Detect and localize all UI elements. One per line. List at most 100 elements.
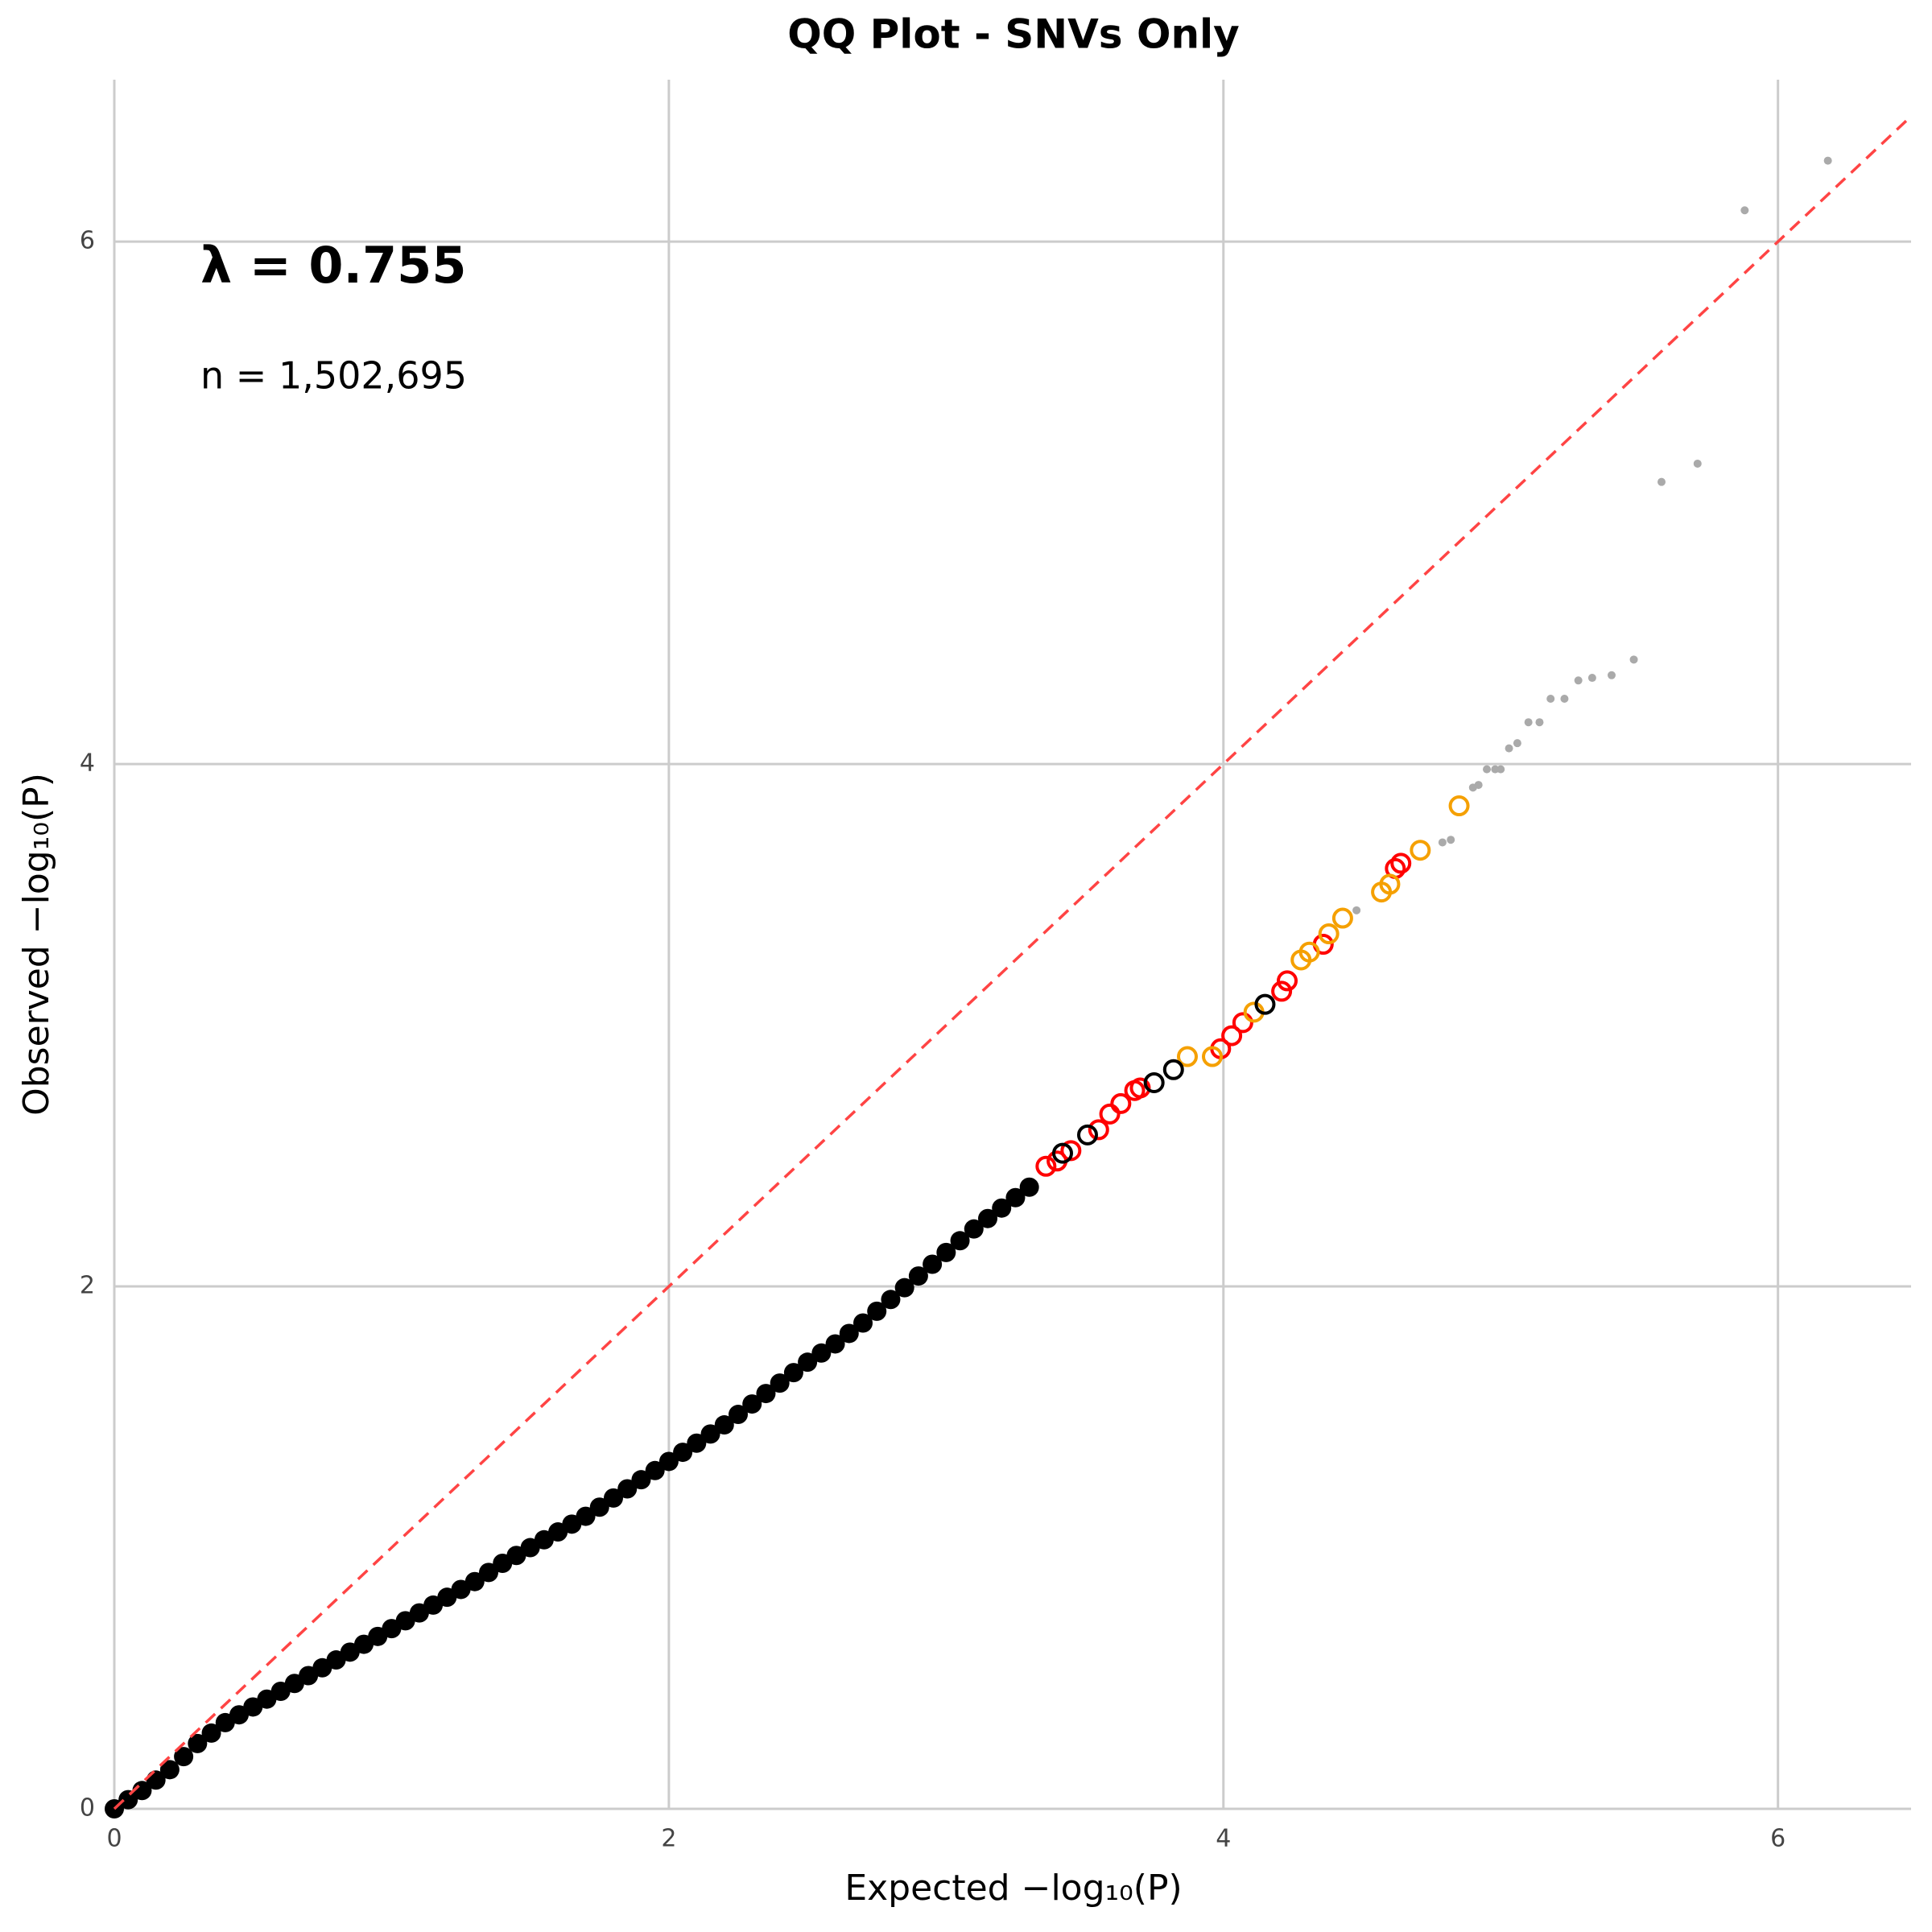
- point: [201, 1723, 221, 1743]
- point: [853, 1313, 873, 1333]
- point: [714, 1415, 734, 1435]
- y-tick-label: 2: [80, 1272, 95, 1300]
- point: [1447, 836, 1455, 844]
- point: [992, 1198, 1012, 1218]
- point: [756, 1384, 776, 1404]
- point: [1535, 718, 1544, 727]
- point: [1483, 765, 1491, 774]
- lambda-annotation: λ = 0.755: [200, 236, 466, 295]
- point: [950, 1231, 970, 1251]
- point: [658, 1451, 679, 1472]
- point: [1110, 1092, 1132, 1114]
- point: [1657, 477, 1666, 486]
- point: [1448, 795, 1470, 817]
- point: [1513, 739, 1521, 748]
- point: [188, 1733, 208, 1753]
- y-tick-label: 6: [80, 227, 95, 255]
- point: [1379, 873, 1401, 895]
- point: [1202, 1046, 1223, 1067]
- point: [1629, 655, 1638, 664]
- point: [1129, 1077, 1151, 1099]
- point: [811, 1343, 832, 1363]
- point: [617, 1479, 638, 1499]
- point: [923, 1254, 943, 1274]
- point: [936, 1242, 956, 1262]
- point: [631, 1470, 651, 1490]
- point: [742, 1394, 762, 1414]
- point: [1177, 1046, 1198, 1067]
- point: [1740, 206, 1749, 215]
- n-annotation: n = 1,502,695: [200, 354, 467, 398]
- point: [1587, 674, 1596, 683]
- point: [1410, 840, 1431, 861]
- point: [1352, 906, 1361, 914]
- x-axis-label: Expected −log₁₀(P): [844, 1868, 1182, 1909]
- point: [729, 1405, 748, 1425]
- point: [1331, 907, 1353, 929]
- point: [964, 1219, 984, 1239]
- point: [1143, 1071, 1165, 1093]
- point: [1505, 744, 1513, 753]
- point: [464, 1571, 485, 1591]
- point: [1496, 765, 1505, 774]
- point: [1077, 1124, 1098, 1146]
- point: [1823, 156, 1832, 165]
- point: [673, 1443, 693, 1463]
- point: [908, 1266, 928, 1286]
- x-tick-label: 6: [1770, 1825, 1785, 1853]
- point: [894, 1278, 914, 1298]
- point: [118, 1790, 138, 1810]
- point: [576, 1506, 596, 1526]
- y-tick-label: 0: [80, 1794, 95, 1823]
- point: [1035, 1155, 1057, 1177]
- point: [881, 1290, 901, 1310]
- point: [825, 1334, 845, 1354]
- point: [1019, 1177, 1039, 1197]
- point: [687, 1433, 707, 1453]
- point: [1524, 718, 1533, 727]
- y-axis-label: Observed −log₁₀(P): [16, 773, 57, 1116]
- x-tick-label: 4: [1216, 1825, 1231, 1853]
- point: [1574, 676, 1583, 685]
- point: [1318, 923, 1340, 945]
- point: [589, 1497, 609, 1517]
- point: [479, 1563, 498, 1583]
- point: [1438, 838, 1447, 847]
- y-tick-label: 4: [80, 749, 95, 778]
- point: [1491, 765, 1500, 774]
- point: [174, 1747, 194, 1767]
- point: [1162, 1059, 1184, 1080]
- point: [604, 1488, 623, 1508]
- point: [1560, 694, 1569, 703]
- point: [1254, 993, 1276, 1015]
- point: [700, 1424, 720, 1444]
- point: [1390, 852, 1412, 874]
- point: [770, 1373, 790, 1393]
- point: [783, 1363, 803, 1383]
- chart-title: QQ Plot - SNVs Only: [787, 11, 1240, 58]
- point: [1099, 1103, 1121, 1125]
- point: [839, 1323, 859, 1344]
- point: [1088, 1119, 1109, 1141]
- point: [1277, 970, 1298, 992]
- point: [159, 1760, 180, 1780]
- point: [1474, 781, 1483, 790]
- point: [1608, 671, 1616, 679]
- point: [1232, 1012, 1253, 1034]
- point: [1052, 1142, 1073, 1164]
- point: [1693, 459, 1702, 468]
- point: [645, 1460, 665, 1480]
- point: [867, 1301, 887, 1321]
- x-tick-label: 0: [106, 1825, 122, 1853]
- point: [1221, 1025, 1243, 1046]
- point: [1005, 1187, 1026, 1208]
- reference-line: [113, 115, 1913, 1810]
- x-tick-label: 2: [661, 1825, 676, 1853]
- point: [1298, 941, 1320, 963]
- point: [1546, 694, 1555, 703]
- point: [978, 1208, 997, 1228]
- point: [1271, 980, 1293, 1002]
- point: [798, 1352, 818, 1373]
